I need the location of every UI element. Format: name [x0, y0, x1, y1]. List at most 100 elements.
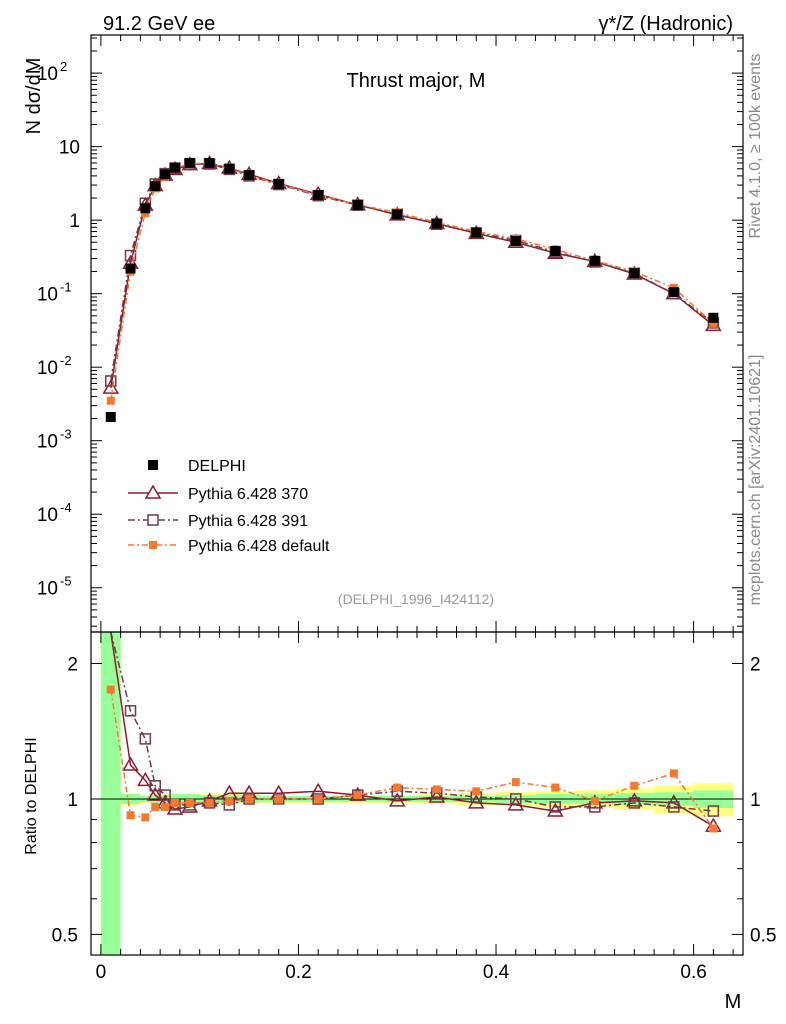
main-series-layer [102, 154, 722, 423]
y-axis-label: N dσ/dM [23, 58, 45, 135]
data-point-delphi [589, 255, 600, 266]
ratio-point-pythia-6-428-391 [707, 805, 720, 817]
y-tick-exponent: -2 [60, 353, 72, 368]
ratio-point-pythia-6-428-default [274, 794, 283, 803]
mcplots-label: mcplots.cern.ch [arXiv:2401.10621] [747, 355, 764, 606]
y-tick-label: 10 [59, 138, 80, 159]
ratio-point-pythia-6-428-370 [626, 792, 643, 807]
ratio-tick-label: 1 [67, 790, 78, 811]
data-point-delphi [273, 179, 284, 190]
data-point-pythia-6-428-default [106, 396, 115, 405]
legend: DELPHI Pythia 6.428 370 Pythia 6.428 391… [128, 458, 330, 555]
data-point-delphi [550, 246, 561, 257]
ratio-tick-label-right: 2 [750, 655, 761, 676]
series-line-pythia-6-428-370 [110, 162, 714, 389]
analysis-watermark: (DELPHI_1996_I424112) [338, 591, 494, 607]
legend-entry-default: Pythia 6.428 default [128, 538, 330, 555]
y-tick-exponent: -4 [60, 500, 72, 515]
legend-entry-370: Pythia 6.428 370 [128, 484, 308, 503]
ratio-point-pythia-6-428-default [590, 796, 599, 805]
y-tick-label: 10 [37, 432, 58, 453]
legend-marker-delphi [148, 460, 158, 470]
y-tick-exponent: 2 [60, 59, 67, 74]
ratio-plot-frame [90, 631, 744, 956]
ratio-point-pythia-6-428-391 [149, 779, 161, 792]
legend-marker-391 [147, 514, 159, 526]
ratio-point-pythia-6-428-default [393, 783, 402, 792]
data-point-delphi [313, 189, 324, 200]
data-point-delphi [125, 263, 136, 274]
data-point-delphi [244, 170, 255, 181]
ratio-point-pythia-6-428-default [551, 783, 560, 792]
data-point-pythia-6-428-391 [105, 375, 117, 387]
x-tick-labels: 0 0.2 0.4 0.6 [96, 962, 707, 983]
legend-entry-391: Pythia 6.428 391 [128, 513, 308, 530]
data-point-delphi [105, 412, 116, 423]
y-tick-label: 10 [37, 285, 58, 306]
ratio-point-pythia-6-428-391 [628, 797, 641, 809]
ratio-point-pythia-6-428-default [161, 802, 170, 811]
ratio-point-pythia-6-428-391 [549, 801, 562, 813]
ratio-point-pythia-6-428-370 [122, 756, 139, 771]
ratio-point-pythia-6-428-391 [139, 733, 152, 745]
ratio-point-pythia-6-428-default [141, 813, 150, 822]
ratio-point-pythia-6-428-391 [510, 793, 522, 805]
data-point-delphi [184, 157, 195, 168]
ratio-axis-label: Ratio to DELPHI [23, 737, 40, 854]
ratio-axis-ticks: 2 2 1 1 0.5 0.5 [52, 632, 776, 955]
ratio-tick-label-right: 0.5 [750, 925, 776, 946]
ratio-point-pythia-6-428-default [472, 787, 481, 796]
data-point-delphi [204, 157, 215, 168]
legend-entry-delphi: DELPHI [148, 458, 246, 475]
header-right-title: γ*/Z (Hadronic) [599, 13, 733, 35]
data-point-delphi [169, 162, 180, 173]
x-axis-label: M [725, 991, 742, 1013]
ratio-point-pythia-6-428-default [170, 798, 179, 807]
data-point-delphi [668, 287, 679, 298]
ratio-point-pythia-6-428-391 [159, 789, 171, 801]
x-tick-label: 0 [96, 962, 107, 983]
data-point-delphi [708, 312, 719, 323]
legend-label-370: Pythia 6.428 370 [188, 486, 308, 503]
data-point-delphi [150, 181, 161, 192]
data-point-delphi [431, 218, 442, 229]
ratio-tick-label: 0.5 [52, 925, 78, 946]
ratio-point-pythia-6-428-default [432, 785, 441, 794]
data-point-delphi [352, 200, 363, 211]
ratio-point-pythia-6-428-391 [668, 801, 680, 813]
data-point-delphi [140, 203, 151, 214]
y-tick-exponent: -1 [60, 280, 72, 295]
y-tick-exponent: -3 [60, 427, 72, 442]
y-tick-label: 10 [37, 64, 58, 85]
data-point-delphi [471, 227, 482, 238]
ratio-point-pythia-6-428-default [353, 791, 362, 800]
ratio-point-pythia-6-428-default [225, 796, 234, 805]
ratio-point-pythia-6-428-370 [428, 788, 446, 803]
ratio-tick-label: 2 [67, 655, 78, 676]
ratio-point-pythia-6-428-370 [166, 800, 184, 815]
ratio-point-pythia-6-428-370 [388, 792, 406, 807]
x-tick-label: 0.6 [680, 962, 706, 983]
ratio-tick-label-right: 1 [750, 790, 761, 811]
series-line-pythia-6-428-391 [110, 163, 714, 382]
legend-label-delphi: DELPHI [188, 458, 246, 475]
legend-label-391: Pythia 6.428 391 [188, 513, 308, 530]
y-tick-label: 1 [69, 211, 80, 232]
ratio-point-pythia-6-428-391 [124, 705, 137, 717]
ratio-point-pythia-6-428-default [314, 794, 323, 803]
ratio-point-pythia-6-428-default [205, 798, 214, 807]
ratio-point-pythia-6-428-default [185, 798, 194, 807]
data-point-delphi [160, 169, 171, 180]
ratio-point-pythia-6-428-default [106, 685, 115, 694]
ratio-point-pythia-6-428-default [151, 802, 160, 811]
ratio-point-pythia-6-428-default [669, 769, 678, 778]
legend-label-default: Pythia 6.428 default [188, 538, 330, 555]
ratio-point-pythia-6-428-370 [137, 771, 154, 787]
data-point-delphi [510, 236, 521, 247]
ratio-point-pythia-6-428-default [511, 778, 520, 787]
ratio-point-pythia-6-428-default [709, 824, 718, 833]
series-line-pythia-6-428-default [110, 162, 714, 401]
y-tick-label: 10 [37, 505, 58, 526]
